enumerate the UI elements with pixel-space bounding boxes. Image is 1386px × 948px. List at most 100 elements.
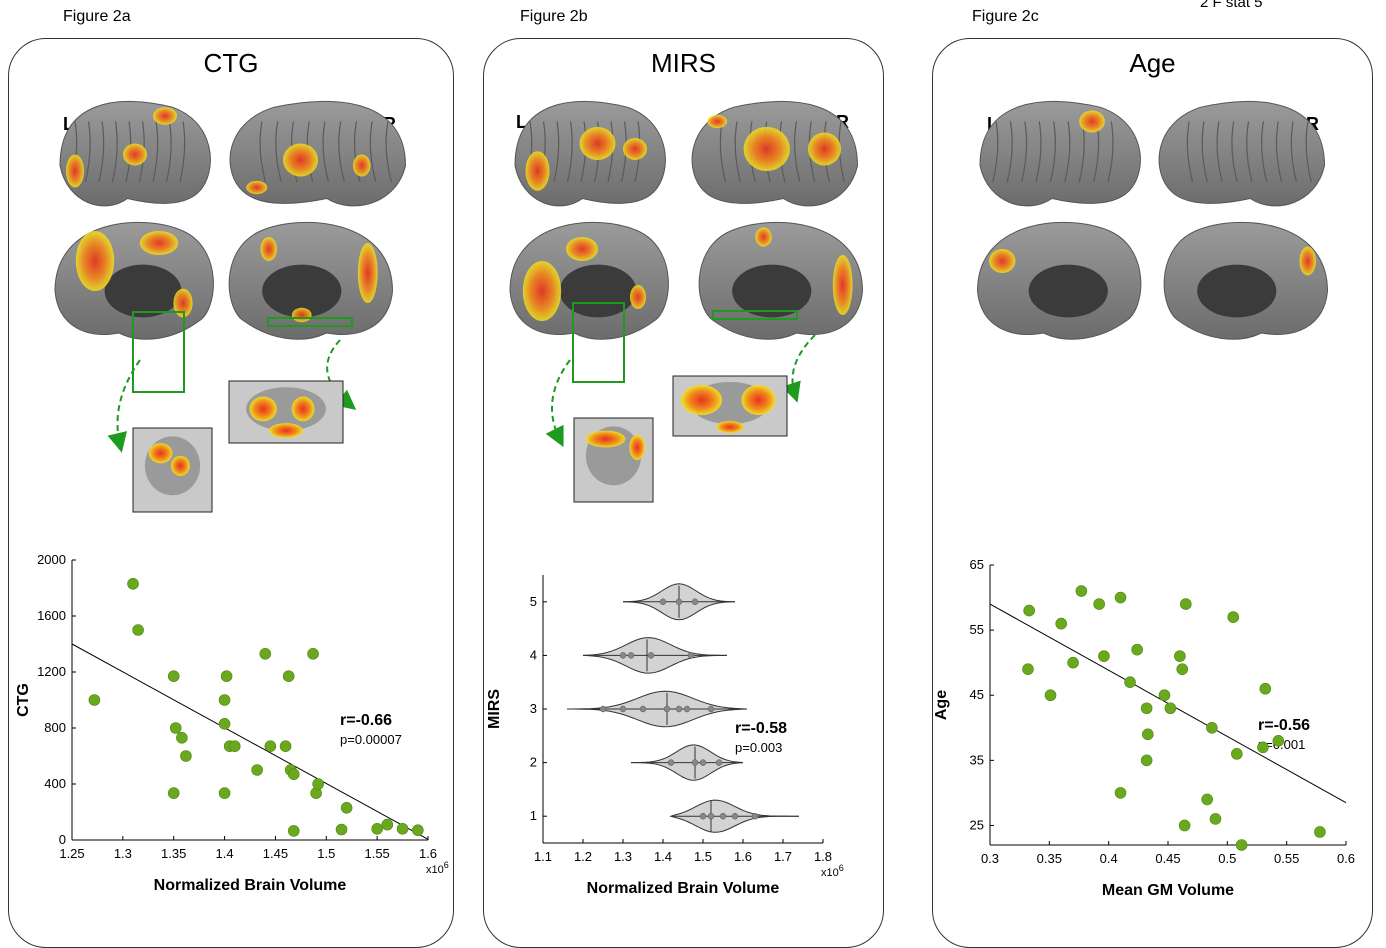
data-point [1142,728,1154,741]
x-tick-label: 1.4 [654,849,672,864]
data-point [287,768,300,780]
data-point [1022,663,1034,675]
x-exponent-power: 6 [839,863,844,873]
data-point [1176,663,1189,675]
sulcus-line [734,121,741,183]
data-point [282,670,295,682]
x-tick-label: 1.35 [161,846,186,861]
sulcus-line [1049,121,1056,183]
y-tick-label: 1200 [37,664,66,679]
activation-blob [566,237,598,261]
panel-b-coronal-inset [672,375,788,437]
activation-blob [75,231,115,291]
violin-point [719,812,727,820]
slice-activation [629,434,646,460]
correlation-r: r=-0.56 [1258,717,1310,734]
x-exponent-label: x106 [426,860,449,876]
activation-blob [353,154,371,177]
data-point [1201,793,1213,806]
sulcus-line [566,121,573,183]
x-tick-label: 1.8 [814,849,832,864]
data-point [264,740,277,752]
violin-point [751,812,759,820]
y-tick-label: 3 [530,701,537,716]
sulcus-line [1035,121,1042,183]
panel-b-right-medial [698,222,864,340]
x-exponent-label: x106 [821,863,844,879]
y-tick-label: 5 [530,594,537,609]
activation-blob [630,285,646,309]
y-tick-label: 0 [59,832,66,847]
activation-blob [153,107,177,125]
arrow-a1 [107,359,141,453]
activation-blob [123,143,147,166]
data-point [1231,748,1243,760]
data-point [88,694,101,706]
slice-activation [268,423,304,439]
x-tick-label: 1.2 [574,849,592,864]
sulcus-line [1246,121,1253,183]
y-tick-label: 25 [970,817,984,832]
panel-c-left-lateral [979,100,1141,207]
data-point [1093,598,1105,610]
slice-activation [148,443,173,464]
correlation-p: p=0.00007 [340,732,402,747]
data-point [251,764,263,776]
violin-point [667,759,675,766]
data-point [1140,702,1153,715]
regression-line [71,643,429,840]
activation-blob [743,127,790,171]
activation-blob [623,138,647,160]
y-axis-label: Age [933,690,950,720]
sulcus-line [1275,121,1283,183]
activation-blob [283,143,318,177]
x-tick-label: 1.4 [216,846,234,861]
data-point [307,648,319,660]
data-point [396,822,409,835]
panel-a-right-lateral [229,100,407,207]
x-axis-label: Normalized Brain Volume [154,877,347,894]
x-tick-label: 1.45 [263,846,288,861]
violin-point [619,705,627,713]
data-point [412,824,424,837]
data-point [335,823,348,836]
data-point [1178,819,1191,832]
sulcus-line [165,121,172,183]
activation-blob [1079,110,1105,133]
sulcus-line [1260,121,1268,183]
colorbar-caption: 2 F stat 5 [1200,0,1263,11]
sulcus-line [322,121,330,183]
y-tick-label: 35 [970,752,984,767]
ventricle-shape [732,264,812,318]
data-point [259,648,272,660]
x-tick-label: 1.6 [419,846,437,861]
data-point [1209,813,1222,825]
activation-blob [808,132,841,166]
violin-point [619,652,627,659]
violin-point [707,812,715,820]
sulcus-line [179,121,186,183]
data-point [1114,787,1127,799]
x-tick-label: 1.55 [364,846,389,861]
x-tick-label: 0.6 [1337,851,1355,866]
chart-ctg-scatter: 1.25 1.3 1.35 1.4 1.45 1.5 1.55 1.6 0 400 800 1200 1… [15,552,449,894]
cortex-shape [1158,100,1326,207]
data-point [1124,676,1136,689]
panel-b-left-medial [509,222,669,340]
activation-blob [173,288,193,318]
cortex-shape [979,100,1141,207]
arrow-b1 [545,359,571,448]
violin-point [659,598,667,606]
y-tick-label: 45 [970,687,984,702]
violin-point [683,705,691,713]
data-point [1206,721,1218,734]
panel-c-title: Age [1129,48,1176,78]
data-point [340,801,353,814]
y-axis-label: MIRS [486,689,503,729]
sulcus-line [1305,121,1312,183]
violin-point [731,812,739,820]
sulcus-line [369,121,377,183]
x-tick-label: 0.5 [1218,851,1236,866]
ventricle-shape [262,264,342,318]
data-point [167,787,180,799]
